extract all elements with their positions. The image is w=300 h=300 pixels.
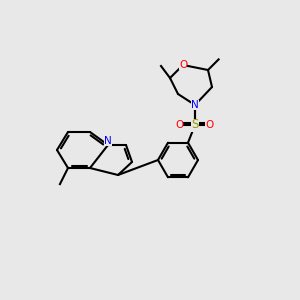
Text: N: N [191,100,199,110]
Text: N: N [191,100,199,110]
Text: N: N [104,136,112,146]
Text: O: O [179,60,187,70]
Text: O: O [175,120,183,130]
Text: O: O [205,120,213,130]
Text: S: S [191,118,199,131]
